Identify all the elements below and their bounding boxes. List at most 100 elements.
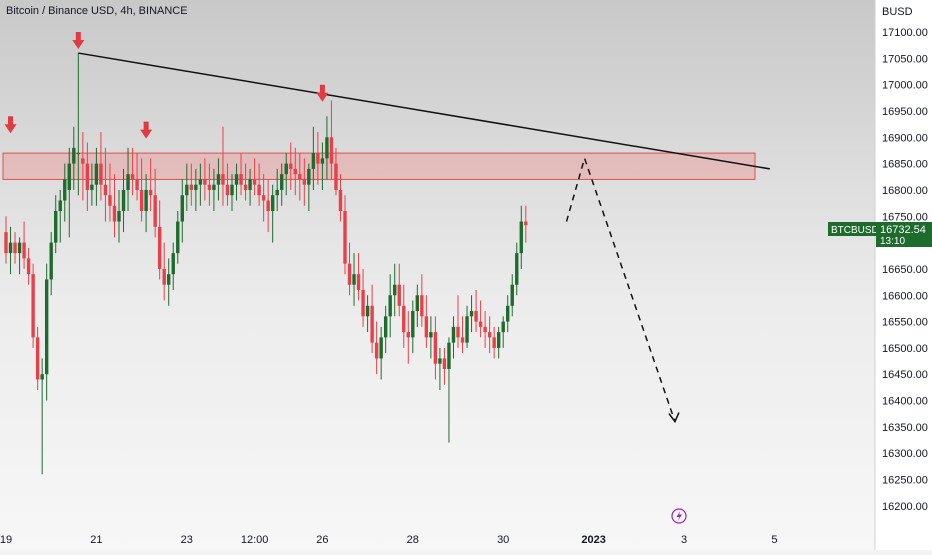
candle-body [4, 232, 8, 254]
y-tick-label: 16550.00 [882, 317, 928, 329]
candle [347, 242, 352, 296]
y-tick-label: 17100.00 [882, 27, 928, 39]
candle-body [40, 374, 44, 380]
candle [22, 221, 26, 269]
candle [280, 163, 284, 206]
ticker-badge-label: BTCBUSD [831, 225, 879, 236]
candle-body [356, 274, 361, 290]
candle [298, 153, 302, 201]
candle [266, 179, 270, 233]
candle [469, 295, 474, 333]
candle [99, 132, 103, 201]
candle [252, 158, 257, 196]
candle-body [31, 274, 35, 338]
candle-body [365, 305, 370, 317]
candle-body [347, 263, 352, 285]
price-axis-background [875, 0, 932, 550]
candle [515, 242, 519, 296]
last-price-label: 16732.54 [880, 224, 926, 236]
lightning-icon[interactable] [671, 508, 687, 524]
candle [311, 126, 316, 190]
candle-body [374, 342, 379, 359]
y-tick-label: 16800.00 [882, 185, 928, 197]
plot-background [0, 0, 875, 550]
candle-body [26, 258, 31, 275]
candle-body [58, 200, 62, 212]
candle-body [108, 195, 112, 206]
x-tick-label: 28 [407, 534, 419, 546]
y-tick-label: 16850.00 [882, 159, 928, 171]
candle-body [185, 184, 189, 196]
candle [239, 153, 243, 196]
candle [4, 216, 8, 264]
y-tick-label: 16900.00 [882, 132, 928, 144]
candle [194, 168, 198, 212]
candle-body [180, 195, 184, 222]
candle-body [13, 242, 17, 254]
candle [352, 253, 356, 306]
candle-body [44, 279, 49, 375]
candle [496, 326, 501, 359]
candle-body [176, 221, 180, 254]
candle [474, 289, 478, 333]
y-tick-label: 16350.00 [882, 422, 928, 434]
candle-body [298, 174, 302, 180]
candle [334, 147, 338, 196]
candle [397, 263, 401, 317]
candle-body [257, 184, 261, 196]
candle-body [496, 332, 501, 348]
candle [130, 147, 135, 196]
candle [338, 174, 343, 222]
candle-body [465, 316, 469, 343]
candle-body [411, 311, 415, 338]
candle-body [243, 184, 248, 190]
countdown-label: 13:10 [880, 236, 905, 247]
candle [524, 205, 528, 243]
x-tick-label: 5 [771, 534, 777, 546]
candle-body [442, 358, 447, 369]
candle [501, 316, 505, 348]
candle [234, 163, 239, 201]
candle [451, 316, 456, 359]
candle-body [460, 337, 465, 343]
candle-body [280, 174, 284, 190]
candle [126, 147, 130, 212]
candle-body [492, 337, 496, 348]
candle-body [506, 305, 510, 322]
y-tick-label: 16450.00 [882, 369, 928, 381]
candle-body [207, 184, 212, 190]
candle [189, 163, 194, 206]
candle [465, 305, 469, 348]
x-tick-label: 2023 [581, 534, 605, 546]
candle-body [383, 316, 388, 338]
candle [81, 132, 85, 201]
candle-body [311, 153, 316, 169]
candle-body [230, 184, 234, 196]
candle [212, 168, 216, 212]
candle-body [76, 153, 81, 155]
candle-body [415, 295, 420, 312]
candle [17, 237, 22, 275]
candle [225, 163, 230, 206]
candle-body [85, 163, 90, 190]
candle-body [275, 189, 279, 196]
candle-body [8, 242, 13, 254]
candle [456, 295, 460, 348]
candle-body [157, 226, 162, 269]
candle [44, 263, 49, 401]
candle [487, 316, 492, 354]
candle [478, 300, 483, 338]
y-tick-label: 17000.00 [882, 80, 928, 92]
candle-body [221, 174, 225, 185]
candle [261, 174, 266, 222]
candle [411, 300, 415, 354]
x-tick-label: 12:00 [241, 534, 269, 546]
candle-body [99, 163, 103, 185]
candle [144, 174, 148, 233]
candle [162, 242, 166, 301]
resistance-zone [2, 152, 756, 180]
candle-body [126, 174, 130, 190]
candle [54, 195, 58, 254]
candle [415, 284, 420, 327]
